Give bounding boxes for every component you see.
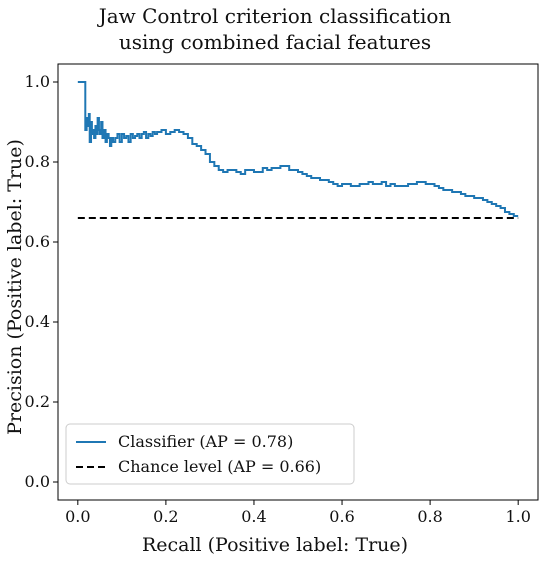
y-tick-label: 0.4 [25,312,50,331]
y-tick-label: 0.8 [25,152,50,171]
legend: Classifier (AP = 0.78) Chance level (AP =… [65,423,355,485]
legend-label: Classifier (AP = 0.78) [118,432,293,451]
chart-title-line-1: Jaw Control criterion classification [98,4,452,28]
x-tick-label: 0.0 [65,507,90,526]
y-tick-label: 1.0 [25,72,50,91]
y-tick-label: 0.0 [25,472,50,491]
axes-frame [57,63,539,501]
y-axis-label: Precision (Positive label: True) [4,139,26,435]
y-tick-label: 0.2 [25,392,50,411]
y-axis: 0.0 0.2 0.4 0.6 0.8 1.0 [25,72,58,491]
x-tick-label: 0.2 [153,507,178,526]
legend-label: Chance level (AP = 0.66) [118,457,321,476]
x-tick-label: 0.8 [417,507,442,526]
x-tick-label: 1.0 [505,507,530,526]
plot-area [77,81,519,219]
classifier-curve [77,81,519,217]
x-tick-label: 0.6 [329,507,354,526]
x-tick-label: 0.4 [241,507,266,526]
legend-box [65,423,355,485]
x-axis: 0.0 0.2 0.4 0.6 0.8 1.0 [65,500,531,526]
chart-title-line-2: using combined facial features [118,30,432,54]
x-axis-label: Recall (Positive label: True) [141,534,409,556]
y-tick-label: 0.6 [25,232,50,251]
